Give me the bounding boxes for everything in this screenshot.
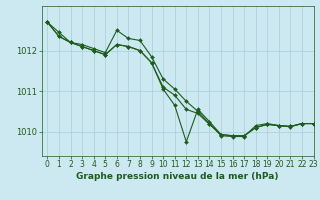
- X-axis label: Graphe pression niveau de la mer (hPa): Graphe pression niveau de la mer (hPa): [76, 172, 279, 181]
